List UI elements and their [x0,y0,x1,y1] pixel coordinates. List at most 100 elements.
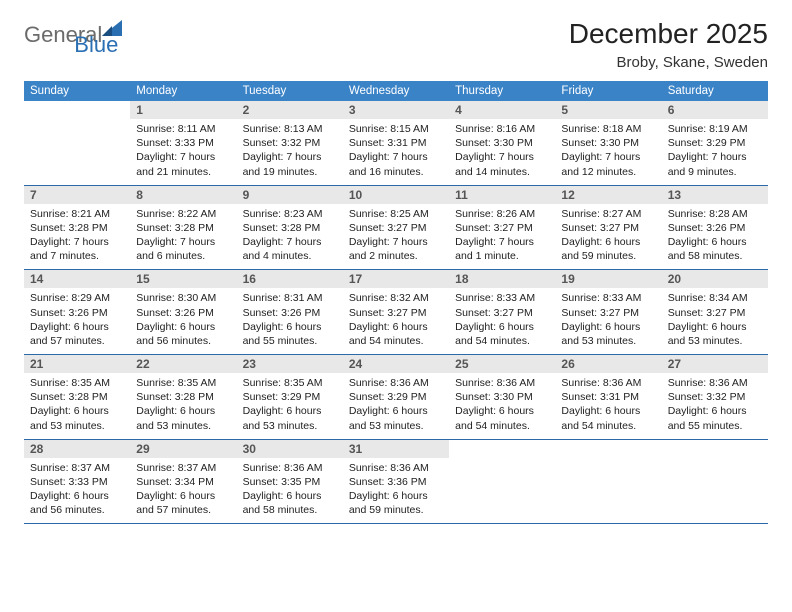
day-cell: 9Sunrise: 8:23 AMSunset: 3:28 PMDaylight… [237,186,343,270]
day-cell: 4Sunrise: 8:16 AMSunset: 3:30 PMDaylight… [449,101,555,185]
day-body: Sunrise: 8:36 AMSunset: 3:35 PMDaylight:… [237,458,343,524]
logo: General Blue [24,18,172,48]
day-body: Sunrise: 8:30 AMSunset: 3:26 PMDaylight:… [130,288,236,354]
day-body: Sunrise: 8:36 AMSunset: 3:32 PMDaylight:… [662,373,768,439]
day-body: Sunrise: 8:36 AMSunset: 3:30 PMDaylight:… [449,373,555,439]
day-number: 21 [24,355,130,373]
day-body: Sunrise: 8:23 AMSunset: 3:28 PMDaylight:… [237,204,343,270]
day-number: 15 [130,270,236,288]
week-row: 7Sunrise: 8:21 AMSunset: 3:28 PMDaylight… [24,186,768,271]
week-row: 28Sunrise: 8:37 AMSunset: 3:33 PMDayligh… [24,440,768,525]
logo-line2: Blue [74,32,118,58]
day-body: Sunrise: 8:13 AMSunset: 3:32 PMDaylight:… [237,119,343,185]
location: Broby, Skane, Sweden [569,54,768,71]
day-number: 26 [555,355,661,373]
day-number: 13 [662,186,768,204]
day-body: Sunrise: 8:16 AMSunset: 3:30 PMDaylight:… [449,119,555,185]
day-cell: 2Sunrise: 8:13 AMSunset: 3:32 PMDaylight… [237,101,343,185]
dow-cell: Monday [130,81,236,101]
day-cell: 18Sunrise: 8:33 AMSunset: 3:27 PMDayligh… [449,270,555,354]
calendar-grid: SundayMondayTuesdayWednesdayThursdayFrid… [24,81,768,524]
day-cell: 11Sunrise: 8:26 AMSunset: 3:27 PMDayligh… [449,186,555,270]
day-number: 29 [130,440,236,458]
calendar-page: General Blue December 2025 Broby, Skane,… [0,0,792,542]
day-number: 19 [555,270,661,288]
day-cell: 6Sunrise: 8:19 AMSunset: 3:29 PMDaylight… [662,101,768,185]
day-cell: 5Sunrise: 8:18 AMSunset: 3:30 PMDaylight… [555,101,661,185]
day-cell: 31Sunrise: 8:36 AMSunset: 3:36 PMDayligh… [343,440,449,524]
day-number: 27 [662,355,768,373]
day-number: 22 [130,355,236,373]
day-body: Sunrise: 8:33 AMSunset: 3:27 PMDaylight:… [449,288,555,354]
day-cell: 23Sunrise: 8:35 AMSunset: 3:29 PMDayligh… [237,355,343,439]
day-cell: 12Sunrise: 8:27 AMSunset: 3:27 PMDayligh… [555,186,661,270]
day-cell: 19Sunrise: 8:33 AMSunset: 3:27 PMDayligh… [555,270,661,354]
day-number: 16 [237,270,343,288]
day-body: Sunrise: 8:35 AMSunset: 3:29 PMDaylight:… [237,373,343,439]
day-cell: 22Sunrise: 8:35 AMSunset: 3:28 PMDayligh… [130,355,236,439]
day-number: 1 [130,101,236,119]
day-number [24,101,130,119]
day-number: 3 [343,101,449,119]
dow-cell: Friday [555,81,661,101]
day-cell: 8Sunrise: 8:22 AMSunset: 3:28 PMDaylight… [130,186,236,270]
day-body: Sunrise: 8:25 AMSunset: 3:27 PMDaylight:… [343,204,449,270]
day-number: 9 [237,186,343,204]
day-cell [449,440,555,524]
day-cell: 16Sunrise: 8:31 AMSunset: 3:26 PMDayligh… [237,270,343,354]
day-number: 14 [24,270,130,288]
day-body: Sunrise: 8:11 AMSunset: 3:33 PMDaylight:… [130,119,236,185]
day-body [662,458,768,467]
title-block: December 2025 Broby, Skane, Sweden [569,18,768,71]
day-cell [24,101,130,185]
day-number: 7 [24,186,130,204]
day-body: Sunrise: 8:37 AMSunset: 3:34 PMDaylight:… [130,458,236,524]
day-number [662,440,768,458]
day-body [449,458,555,467]
day-body: Sunrise: 8:28 AMSunset: 3:26 PMDaylight:… [662,204,768,270]
day-number: 24 [343,355,449,373]
day-body: Sunrise: 8:26 AMSunset: 3:27 PMDaylight:… [449,204,555,270]
day-number: 18 [449,270,555,288]
day-number: 10 [343,186,449,204]
day-number: 28 [24,440,130,458]
day-cell: 7Sunrise: 8:21 AMSunset: 3:28 PMDaylight… [24,186,130,270]
day-number: 25 [449,355,555,373]
day-number: 20 [662,270,768,288]
day-cell [555,440,661,524]
day-cell: 30Sunrise: 8:36 AMSunset: 3:35 PMDayligh… [237,440,343,524]
dow-cell: Thursday [449,81,555,101]
day-number: 12 [555,186,661,204]
day-cell: 26Sunrise: 8:36 AMSunset: 3:31 PMDayligh… [555,355,661,439]
day-cell: 14Sunrise: 8:29 AMSunset: 3:26 PMDayligh… [24,270,130,354]
day-cell: 13Sunrise: 8:28 AMSunset: 3:26 PMDayligh… [662,186,768,270]
day-body: Sunrise: 8:19 AMSunset: 3:29 PMDaylight:… [662,119,768,185]
dow-cell: Tuesday [237,81,343,101]
day-cell: 1Sunrise: 8:11 AMSunset: 3:33 PMDaylight… [130,101,236,185]
header: General Blue December 2025 Broby, Skane,… [24,18,768,71]
day-body: Sunrise: 8:29 AMSunset: 3:26 PMDaylight:… [24,288,130,354]
day-cell: 10Sunrise: 8:25 AMSunset: 3:27 PMDayligh… [343,186,449,270]
day-cell: 29Sunrise: 8:37 AMSunset: 3:34 PMDayligh… [130,440,236,524]
day-number: 31 [343,440,449,458]
day-number: 30 [237,440,343,458]
day-body: Sunrise: 8:35 AMSunset: 3:28 PMDaylight:… [130,373,236,439]
day-number: 8 [130,186,236,204]
day-cell: 3Sunrise: 8:15 AMSunset: 3:31 PMDaylight… [343,101,449,185]
day-number: 6 [662,101,768,119]
day-body: Sunrise: 8:37 AMSunset: 3:33 PMDaylight:… [24,458,130,524]
day-body [24,119,130,128]
day-cell: 20Sunrise: 8:34 AMSunset: 3:27 PMDayligh… [662,270,768,354]
day-body: Sunrise: 8:36 AMSunset: 3:29 PMDaylight:… [343,373,449,439]
day-body [555,458,661,467]
day-body: Sunrise: 8:36 AMSunset: 3:36 PMDaylight:… [343,458,449,524]
dow-cell: Wednesday [343,81,449,101]
day-number: 17 [343,270,449,288]
day-body: Sunrise: 8:15 AMSunset: 3:31 PMDaylight:… [343,119,449,185]
day-number: 23 [237,355,343,373]
day-number: 11 [449,186,555,204]
day-body: Sunrise: 8:21 AMSunset: 3:28 PMDaylight:… [24,204,130,270]
day-cell: 24Sunrise: 8:36 AMSunset: 3:29 PMDayligh… [343,355,449,439]
week-row: 21Sunrise: 8:35 AMSunset: 3:28 PMDayligh… [24,355,768,440]
day-cell: 15Sunrise: 8:30 AMSunset: 3:26 PMDayligh… [130,270,236,354]
